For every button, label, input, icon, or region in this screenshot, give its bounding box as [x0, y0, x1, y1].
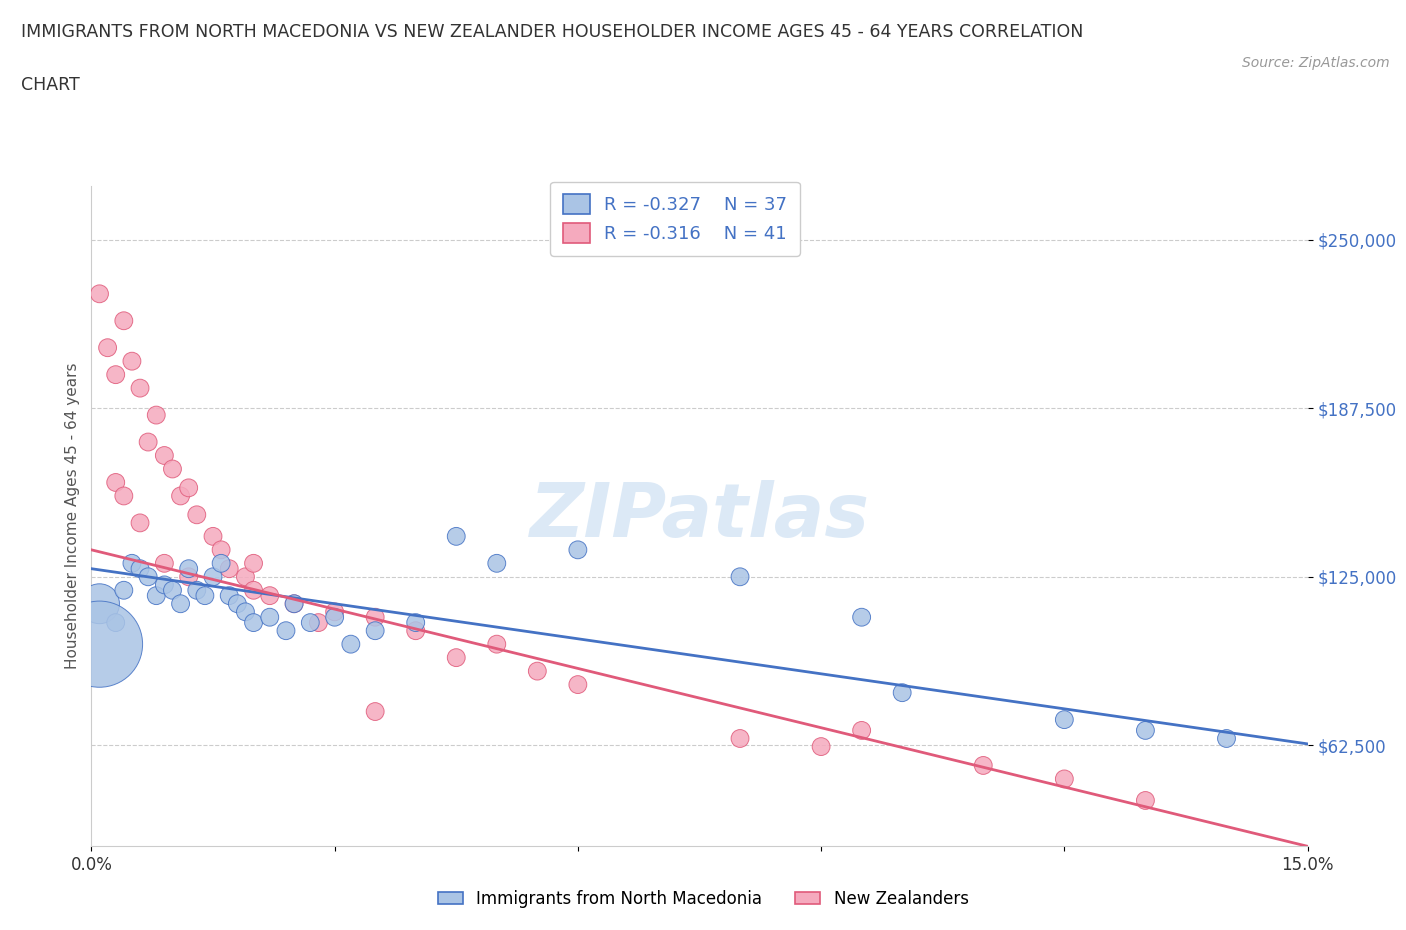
- Point: [162, 583, 184, 598]
- Point: [851, 610, 873, 625]
- Point: [340, 637, 363, 652]
- Point: [104, 367, 127, 382]
- Point: [307, 615, 329, 630]
- Point: [728, 731, 751, 746]
- Point: [235, 604, 257, 619]
- Point: [444, 529, 467, 544]
- Point: [112, 488, 135, 503]
- Point: [209, 542, 232, 557]
- Point: [145, 407, 167, 422]
- Point: [972, 758, 994, 773]
- Point: [186, 583, 208, 598]
- Point: [891, 685, 914, 700]
- Point: [121, 556, 143, 571]
- Point: [218, 588, 240, 603]
- Point: [567, 542, 589, 557]
- Point: [567, 677, 589, 692]
- Point: [104, 615, 127, 630]
- Point: [129, 515, 152, 530]
- Point: [89, 286, 111, 301]
- Point: [129, 562, 152, 577]
- Point: [209, 556, 232, 571]
- Point: [728, 569, 751, 584]
- Point: [169, 488, 191, 503]
- Point: [259, 588, 281, 603]
- Point: [162, 461, 184, 476]
- Point: [364, 610, 387, 625]
- Point: [485, 556, 508, 571]
- Point: [89, 596, 111, 611]
- Point: [364, 704, 387, 719]
- Point: [851, 723, 873, 737]
- Point: [1135, 723, 1157, 737]
- Point: [1053, 772, 1076, 787]
- Point: [153, 578, 176, 592]
- Legend: R = -0.327    N = 37, R = -0.316    N = 41: R = -0.327 N = 37, R = -0.316 N = 41: [550, 182, 800, 256]
- Point: [242, 583, 264, 598]
- Point: [259, 610, 281, 625]
- Point: [202, 569, 225, 584]
- Text: Source: ZipAtlas.com: Source: ZipAtlas.com: [1241, 56, 1389, 70]
- Point: [283, 596, 305, 611]
- Legend: Immigrants from North Macedonia, New Zealanders: Immigrants from North Macedonia, New Zea…: [430, 883, 976, 914]
- Point: [444, 650, 467, 665]
- Point: [194, 588, 217, 603]
- Point: [202, 529, 225, 544]
- Point: [235, 569, 257, 584]
- Point: [104, 475, 127, 490]
- Point: [136, 569, 159, 584]
- Point: [112, 583, 135, 598]
- Point: [177, 562, 200, 577]
- Text: CHART: CHART: [21, 76, 80, 94]
- Point: [242, 556, 264, 571]
- Point: [169, 596, 191, 611]
- Point: [97, 340, 120, 355]
- Point: [405, 623, 427, 638]
- Text: IMMIGRANTS FROM NORTH MACEDONIA VS NEW ZEALANDER HOUSEHOLDER INCOME AGES 45 - 64: IMMIGRANTS FROM NORTH MACEDONIA VS NEW Z…: [21, 23, 1084, 41]
- Point: [810, 739, 832, 754]
- Point: [153, 556, 176, 571]
- Point: [485, 637, 508, 652]
- Point: [129, 380, 152, 395]
- Point: [283, 596, 305, 611]
- Point: [112, 313, 135, 328]
- Point: [274, 623, 297, 638]
- Point: [526, 664, 548, 679]
- Point: [186, 508, 208, 523]
- Point: [89, 637, 111, 652]
- Point: [364, 623, 387, 638]
- Point: [136, 434, 159, 449]
- Point: [177, 569, 200, 584]
- Point: [323, 610, 346, 625]
- Point: [218, 562, 240, 577]
- Point: [226, 596, 249, 611]
- Point: [1135, 793, 1157, 808]
- Point: [299, 615, 322, 630]
- Point: [145, 588, 167, 603]
- Text: ZIPatlas: ZIPatlas: [530, 480, 869, 552]
- Point: [323, 604, 346, 619]
- Point: [405, 615, 427, 630]
- Point: [1215, 731, 1237, 746]
- Point: [1053, 712, 1076, 727]
- Y-axis label: Householder Income Ages 45 - 64 years: Householder Income Ages 45 - 64 years: [65, 363, 80, 670]
- Point: [242, 615, 264, 630]
- Point: [121, 353, 143, 368]
- Point: [153, 448, 176, 463]
- Point: [177, 481, 200, 496]
